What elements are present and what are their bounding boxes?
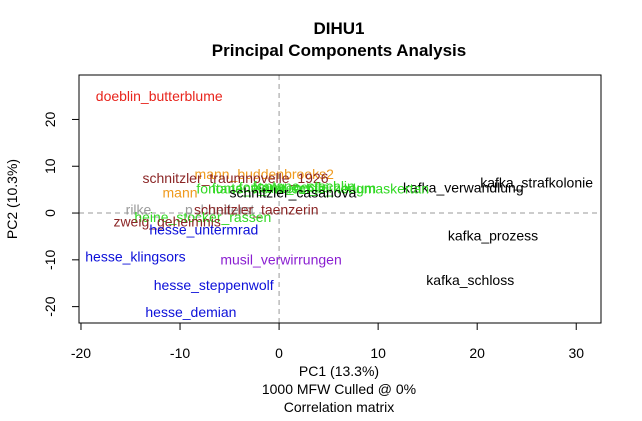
footer-line-1: 1000 MFW Culled @ 0%: [262, 381, 416, 397]
point-label: kafka_verwandlung: [403, 179, 524, 195]
y-tick-label: 20: [42, 111, 58, 127]
x-tick-label: -20: [71, 345, 91, 361]
x-tick-label: 0: [275, 345, 283, 361]
reference-lines: [79, 75, 601, 323]
point-label: rilke_: [126, 201, 160, 217]
y-tick-label: 0: [42, 209, 58, 217]
point-label: kafka_strafkolonie: [480, 175, 593, 191]
point-label: hesse_klingsors: [85, 249, 185, 265]
point-label: fontane_cecile: [239, 179, 330, 195]
point-label: schnitzler_casanova: [230, 184, 357, 200]
point-label: mann: [163, 184, 198, 200]
x-tick-label: -10: [170, 345, 190, 361]
point-label: zweig_geheimnis: [113, 213, 220, 229]
point-label: doeblin_butterblume: [96, 88, 223, 104]
y-axis: -20 -10 0 10 20: [42, 111, 80, 317]
point-label: mann_buddenbrooks2: [195, 166, 335, 182]
chart-subtitle: Principal Components Analysis: [212, 41, 466, 60]
point-label: kafka_prozess: [448, 227, 538, 243]
x-tick-label: 10: [370, 345, 386, 361]
footer-line-2: Correlation matrix: [284, 399, 394, 415]
point-label: hesse_steppenwolf: [154, 277, 274, 293]
point-label: fontane_stechlin: [253, 178, 355, 194]
y-tick-label: 10: [42, 158, 58, 174]
y-tick-label: -20: [42, 296, 58, 316]
point-label: p_huetlerst: [185, 201, 254, 217]
point-label: kafka_schloss: [426, 272, 514, 288]
point-labels: doeblin_butterblumemann_buddenbrooks2sch…: [85, 88, 593, 320]
x-tick-label: 20: [469, 345, 485, 361]
point-label: heine_stocker_rassen: [134, 209, 271, 225]
point-label: fontane_unterm_birnbaum: [212, 180, 376, 196]
x-tick-label: 30: [568, 345, 584, 361]
chart-title: DIHU1: [313, 19, 364, 38]
point-label: fontane_vierwuechte_kerlgmaskertan: [196, 181, 429, 197]
point-label: schnitzler_taenzerin: [194, 201, 319, 217]
point-label: hesse_demian: [145, 304, 236, 320]
point-label: hesse_untermrad: [149, 221, 258, 237]
x-axis-label: PC1 (13.3%): [299, 363, 379, 379]
y-axis-label: PC2 (10.3%): [4, 159, 20, 239]
y-tick-label: -10: [42, 249, 58, 269]
point-label: schnitzler_traumnovelle_1926: [143, 170, 329, 186]
point-label: musil_verwirrungen: [220, 251, 341, 267]
x-axis: -20 -10 0 10 20 30: [71, 322, 584, 361]
